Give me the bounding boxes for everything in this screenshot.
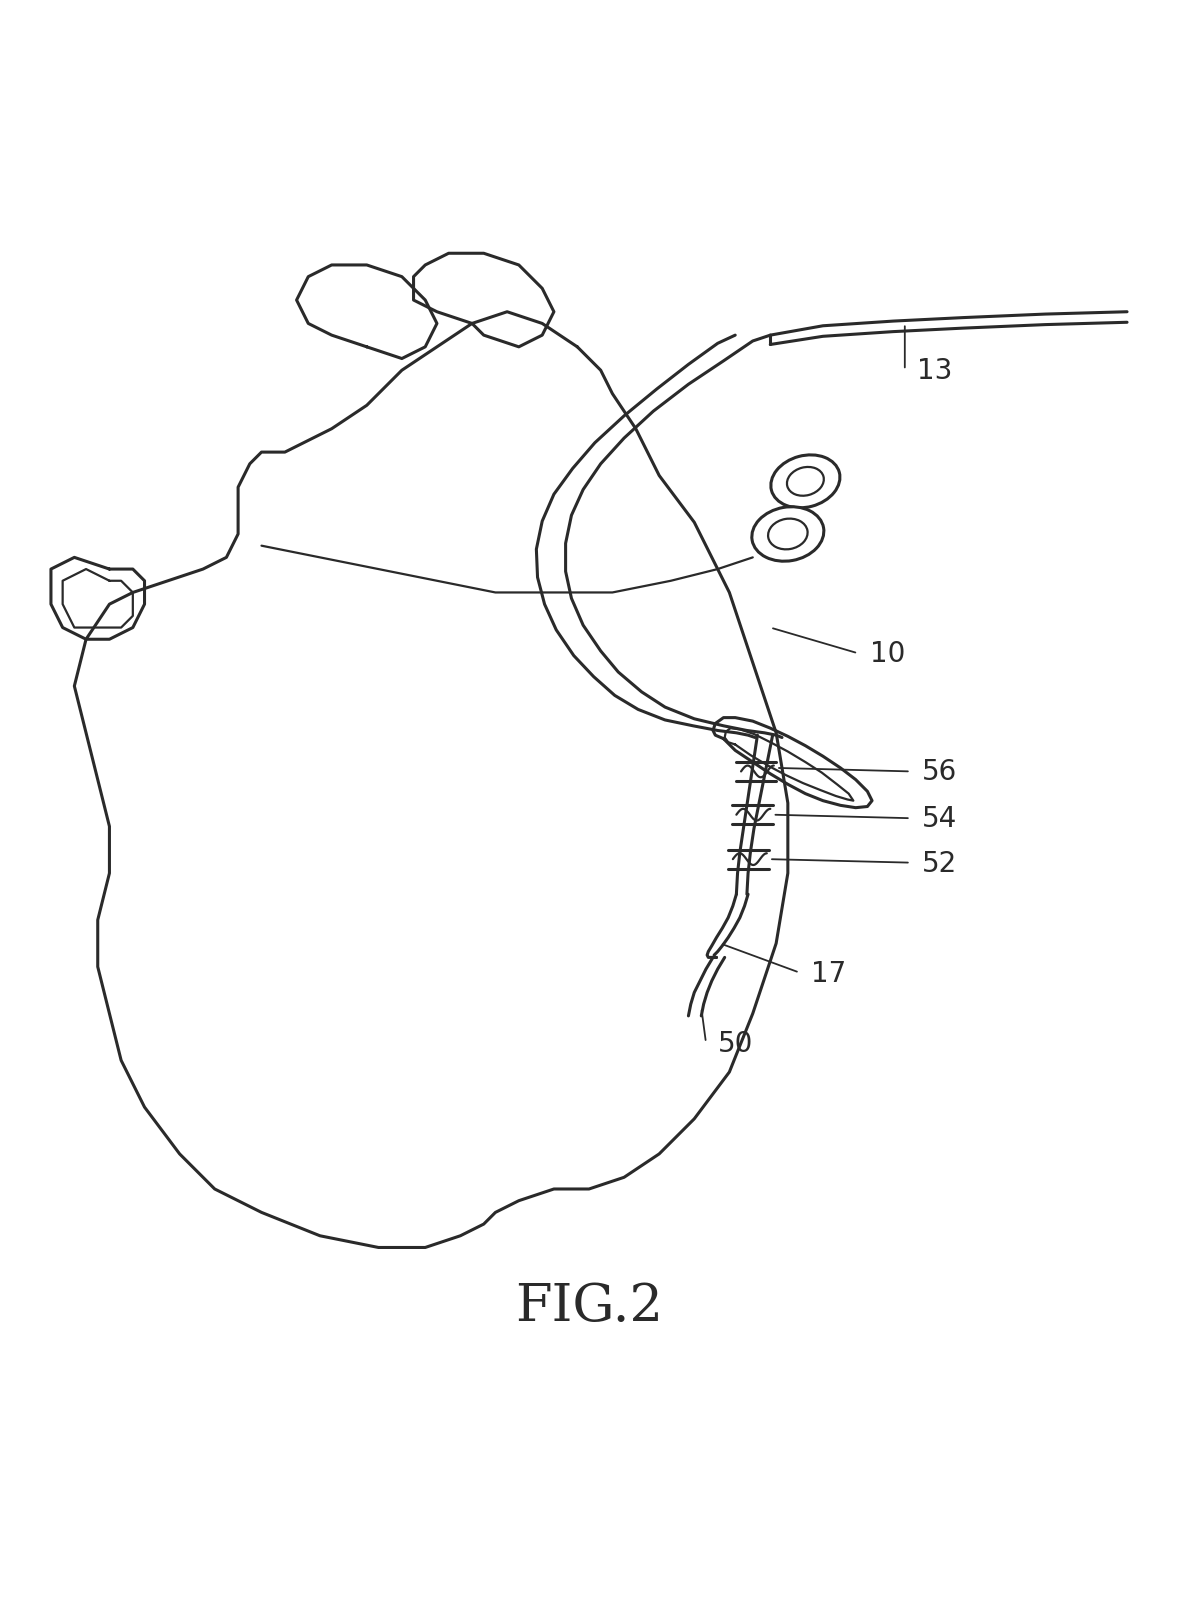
Text: 52: 52 — [922, 848, 958, 877]
Text: FIG.2: FIG.2 — [515, 1281, 663, 1332]
Ellipse shape — [768, 519, 808, 550]
Ellipse shape — [752, 508, 823, 562]
Text: 17: 17 — [812, 959, 847, 987]
Text: 56: 56 — [922, 759, 958, 786]
Text: 10: 10 — [869, 640, 905, 669]
Text: 13: 13 — [916, 357, 952, 386]
Ellipse shape — [770, 456, 840, 508]
Text: 50: 50 — [717, 1028, 753, 1057]
Ellipse shape — [787, 468, 823, 497]
Text: 54: 54 — [922, 805, 958, 832]
